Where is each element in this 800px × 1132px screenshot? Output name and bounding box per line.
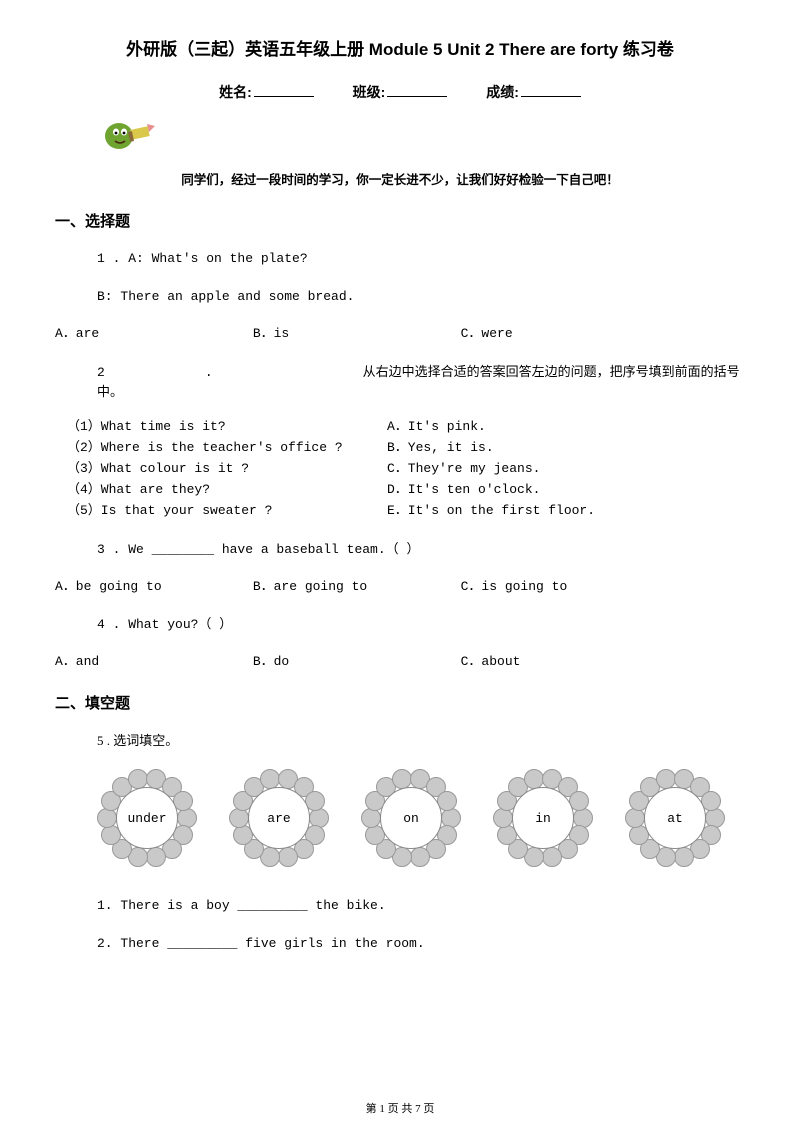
q2-r4l: （4）What are they? <box>67 478 387 497</box>
q4-options: A．and B．do C．about <box>55 652 745 672</box>
q5-s1: 1. There is a boy _________ the bike. <box>97 896 745 916</box>
q2-row2: （2）Where is the teacher's office ?B．Yes,… <box>67 436 745 455</box>
word-circle-in: in <box>493 768 593 868</box>
class-label: 班级: <box>353 84 386 100</box>
q2-row1: （1）What time is it?A．It's pink. <box>67 415 745 434</box>
section2-title: 二、填空题 <box>55 692 745 713</box>
section1-title: 一、选择题 <box>55 210 745 231</box>
q3-optc: C．is going to <box>461 577 568 597</box>
word-circle-on: on <box>361 768 461 868</box>
q2-r2r: B．Yes, it is. <box>387 440 494 455</box>
encourage-text: 同学们，经过一段时间的学习，你一定长进不少，让我们好好检验一下自己吧！ <box>55 169 745 188</box>
q1-line1: 1 . A: What's on the plate? <box>97 249 745 269</box>
q1-options: A．are B．is C．were <box>55 324 745 344</box>
word-label: on <box>380 787 442 849</box>
q2-r5r: E．It's on the first floor. <box>387 503 595 518</box>
q4-optb: B．do <box>253 652 453 672</box>
q5-text: 5 . 选词填空。 <box>97 731 745 751</box>
word-circle-are: are <box>229 768 329 868</box>
class-blank <box>387 96 447 97</box>
worksheet-title: 外研版（三起）英语五年级上册 Module 5 Unit 2 There are… <box>55 35 745 60</box>
score-blank <box>521 96 581 97</box>
q2-row4: （4）What are they?D．It's ten o'clock. <box>67 478 745 497</box>
pencil-icon <box>103 116 745 161</box>
q5-s2: 2. There _________ five girls in the roo… <box>97 934 745 954</box>
q2-header: 2 . 从右边中选择合适的答案回答左边的问题，把序号填到前面的括号中。 <box>97 362 745 403</box>
q4-text: 4 . What you?（ ） <box>97 615 745 635</box>
q2-num: 2 <box>97 363 197 383</box>
word-circles: under are on in at <box>97 768 745 868</box>
q3-options: A．be going to B．are going to C．is going … <box>55 577 745 597</box>
q2-r4r: D．It's ten o'clock. <box>387 482 540 497</box>
word-circle-under: under <box>97 768 197 868</box>
word-label: under <box>116 787 178 849</box>
q3-opta: A．be going to <box>55 577 245 597</box>
word-label: at <box>644 787 706 849</box>
score-label: 成绩: <box>486 84 519 100</box>
name-label: 姓名: <box>219 84 252 100</box>
q4-opta: A．and <box>55 652 245 672</box>
word-label: in <box>512 787 574 849</box>
q3-text: 3 . We ________ have a baseball team.（ ） <box>97 540 745 560</box>
q2-r1l: （1）What time is it? <box>67 415 387 434</box>
page-footer: 第 1 页 共 7 页 <box>0 1100 800 1116</box>
q1-line2: B: There an apple and some bread. <box>97 287 745 307</box>
q2-row3: （3）What colour is it ?C．They're my jeans… <box>67 457 745 476</box>
q2-r2l: （2）Where is the teacher's office ? <box>67 436 387 455</box>
q1-optb: B．is <box>253 324 453 344</box>
q2-r3r: C．They're my jeans. <box>387 461 540 476</box>
q2-r1r: A．It's pink. <box>387 419 486 434</box>
q4-optc: C．about <box>461 652 521 672</box>
name-blank <box>254 96 314 97</box>
word-label: are <box>248 787 310 849</box>
q3-optb: B．are going to <box>253 577 453 597</box>
q2-r3l: （3）What colour is it ? <box>67 457 387 476</box>
q2-dot: . <box>205 363 355 383</box>
word-circle-at: at <box>625 768 725 868</box>
q2-r5l: （5）Is that your sweater ? <box>67 499 387 518</box>
q1-opta: A．are <box>55 324 245 344</box>
q2-row5: （5）Is that your sweater ?E．It's on the f… <box>67 499 745 518</box>
student-info-row: 姓名: 班级: 成绩: <box>55 82 745 102</box>
q1-optc: C．were <box>461 324 513 344</box>
